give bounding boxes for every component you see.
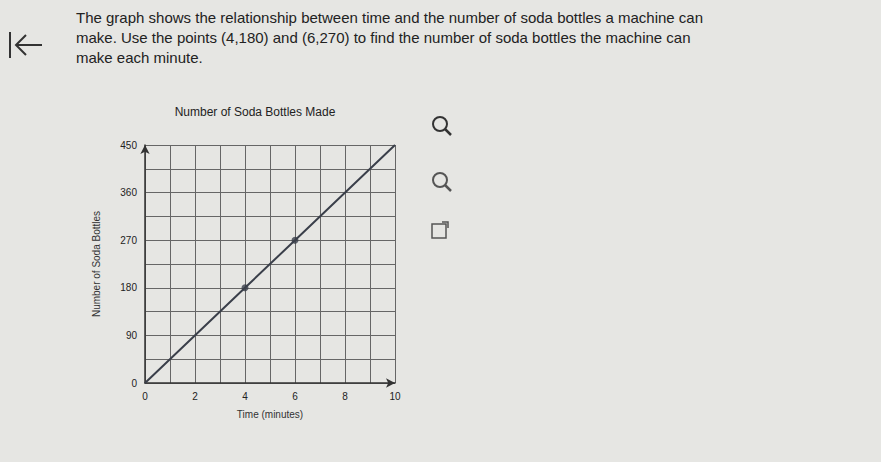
svg-text:8: 8: [342, 391, 348, 402]
html-text:make. Use the points (4,180) a: make. Use the points (4,180) and (6,270)…: [76, 29, 691, 46]
svg-text:180: 180: [120, 282, 137, 293]
svg-text:0: 0: [131, 378, 137, 389]
svg-text:270: 270: [120, 235, 137, 246]
svg-text:0: 0: [142, 391, 148, 402]
svg-text:2: 2: [192, 391, 198, 402]
svg-text:Time (minutes): Time (minutes): [237, 409, 303, 420]
svg-text:450: 450: [120, 140, 137, 151]
svg-text:Number of Soda Bottles Made: Number of Soda Bottles Made: [175, 105, 336, 119]
svg-text:360: 360: [120, 187, 137, 198]
svg-text:Number of Soda Bottles: Number of Soda Bottles: [91, 211, 102, 317]
svg-text:4: 4: [242, 391, 248, 402]
svg-text:6: 6: [292, 391, 298, 402]
html-text:The graph shows the relationsh: The graph shows the relationship between…: [76, 9, 704, 26]
svg-text:10: 10: [389, 391, 401, 402]
html-text:make each minute.: make each minute.: [76, 49, 203, 66]
svg-text:90: 90: [126, 330, 138, 341]
